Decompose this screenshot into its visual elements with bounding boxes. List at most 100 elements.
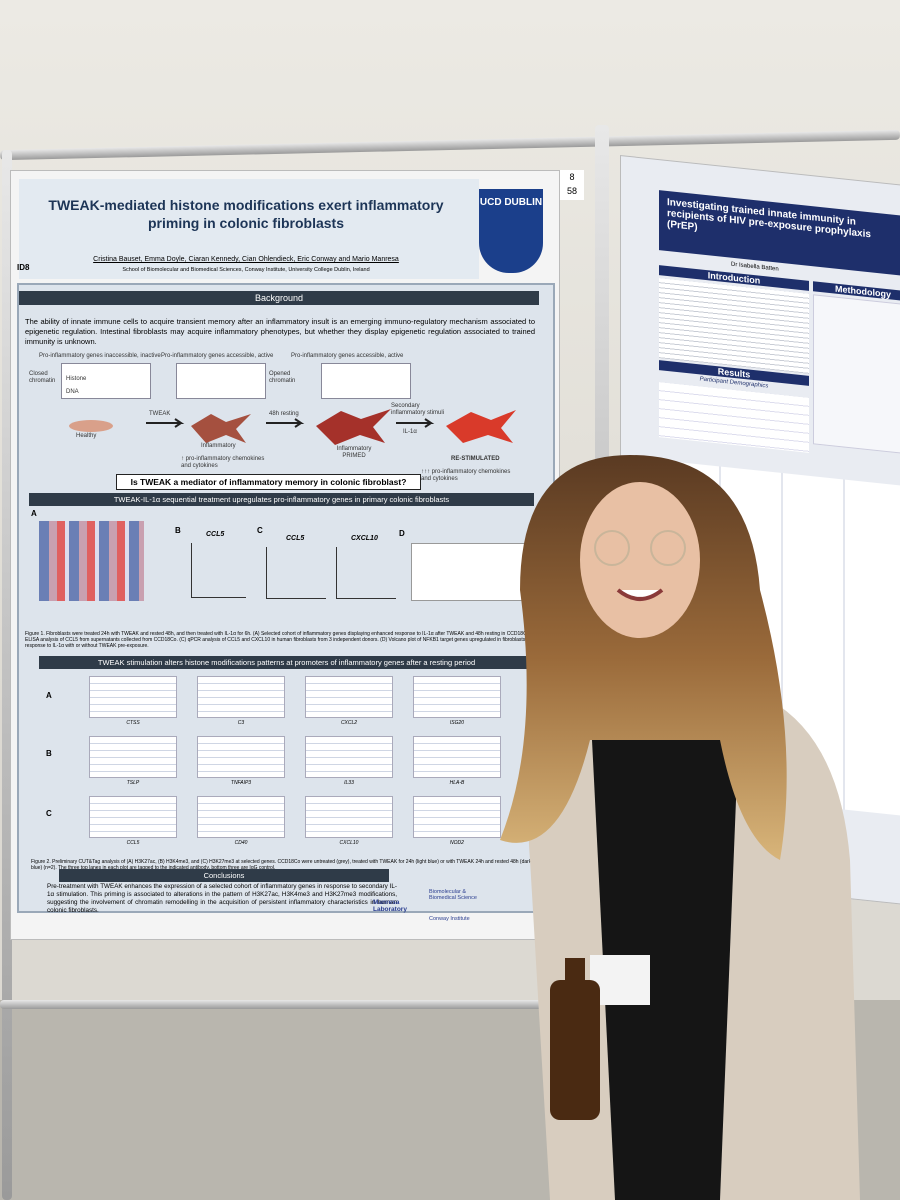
face: [580, 482, 700, 638]
gene-label: CCL5: [126, 840, 140, 846]
plot-frame: [266, 547, 326, 599]
poster-id: ID8: [17, 263, 30, 272]
track-plot: [89, 676, 177, 718]
cell: [316, 409, 391, 445]
chromatin-box: [176, 363, 266, 399]
top: [590, 700, 740, 1200]
arrow: [146, 418, 185, 428]
arrow: [396, 418, 435, 428]
diagram-label: Inflammatory: [201, 443, 236, 449]
institute-logo: Conway Institute: [429, 916, 470, 922]
glasses: [650, 530, 686, 566]
row-label: A: [46, 691, 52, 700]
plot-title: CXCL10: [351, 535, 378, 542]
track-plot: [89, 796, 177, 838]
track-plot: [197, 676, 285, 718]
panel-label: B: [175, 526, 181, 535]
diagram-label: Inflammatory PRIMED: [336, 446, 372, 459]
diagram-cells: [69, 409, 516, 445]
section-heading: Background: [19, 291, 539, 305]
gene-label: CXCL10: [339, 840, 359, 846]
authors: Cristina Bauset, Emma Doyle, Ciaran Kenn…: [93, 256, 399, 263]
diagram-label: Histone: [66, 376, 87, 382]
gene-label: ISG20: [449, 720, 465, 726]
board-number-bottom: 58: [566, 186, 577, 196]
background-text: The ability of innate immune cells to ac…: [25, 317, 535, 347]
diagram-label: 48h resting: [269, 411, 299, 417]
board-number-top: 8: [569, 172, 575, 182]
poster: TWEAK-mediated histone modifications exe…: [10, 170, 560, 940]
gene-label: HLA-B: [449, 780, 465, 786]
diagram-label: ↑ pro-inflammatory chemokines and cytoki…: [181, 456, 265, 469]
track-plot: [413, 736, 501, 778]
poster-header: [19, 179, 479, 279]
gene-label: CTSS: [126, 720, 140, 726]
person: [500, 455, 860, 1200]
panel-label: A: [31, 509, 37, 518]
gene-label: C3: [237, 720, 245, 726]
section-heading: Conclusions: [59, 869, 389, 882]
gene-label: TNFAIP3: [230, 780, 252, 786]
methods-figure: [813, 294, 900, 455]
track-plot: [413, 676, 501, 718]
track-plot: [197, 796, 285, 838]
section-heading: TWEAK-IL-1α sequential treatment upregul…: [29, 493, 534, 506]
chromatin-box: [61, 363, 151, 399]
diagram-label: ↑↑↑ pro-inflammatory chemokines and cyto…: [421, 469, 511, 482]
diagram-label: TWEAK: [149, 411, 171, 417]
panel-label: C: [257, 526, 263, 535]
diagram-label: IL-1α: [403, 429, 417, 435]
track-plot: [89, 736, 177, 778]
diagram-label: RE-STIMULATED: [451, 456, 500, 462]
arrow: [266, 418, 305, 428]
lab-logo: Manresa Laboratory: [373, 899, 407, 913]
diagram-label: Healthy: [76, 433, 97, 439]
diagram-label: Opened chromatin: [269, 371, 296, 384]
section-heading: TWEAK stimulation alters histone modific…: [39, 656, 534, 669]
poster-title: Investigating trained innate immunity in…: [659, 190, 900, 277]
diagram-label: Closed chromatin: [29, 371, 56, 384]
cell: [69, 420, 113, 432]
bottle-neck: [565, 958, 585, 988]
row-label: C: [46, 809, 52, 818]
heatmap: [39, 521, 144, 601]
gene-label: NOD2: [450, 840, 464, 846]
question: Is TWEAK a mediator of inflammatory memo…: [116, 474, 421, 490]
cell: [446, 410, 516, 443]
text-block: [659, 278, 809, 374]
plot-frame: [191, 543, 246, 598]
ucd-logo: UCD DUBLIN: [479, 189, 543, 273]
plot-title: CCL5: [286, 535, 305, 542]
panel-label: D: [399, 529, 405, 538]
track-plot: [305, 676, 393, 718]
authors: Dr Isabella Batten: [731, 261, 779, 273]
track-plot: [413, 796, 501, 838]
board-number: 8 58: [560, 170, 584, 200]
diagram-label: Pro-inflammatory genes accessible, activ…: [291, 353, 404, 359]
row-label: B: [46, 749, 52, 758]
gene-label: CXCL2: [340, 720, 358, 726]
school-logo: Biomolecular & Biomedical Science: [429, 889, 477, 901]
plot-frame: [336, 547, 396, 599]
diagram-label: DNA: [66, 389, 79, 395]
plot-title: CCL5: [206, 531, 225, 538]
track-plot: [305, 736, 393, 778]
volcano-plot: [411, 543, 529, 601]
bottle: [550, 980, 600, 1120]
conclusions-text: Pre-treatment with TWEAK enhances the ex…: [47, 883, 397, 914]
frame-bar: [0, 1000, 600, 1009]
gene-label: TSLP: [126, 780, 140, 786]
chromatin-box: [321, 363, 411, 399]
affiliation: School of Biomolecular and Biomedical Sc…: [122, 267, 370, 273]
gene-label: CD40: [234, 840, 248, 846]
track-plot: [305, 796, 393, 838]
figure-caption: Figure 1. Fibroblasts were treated 24h w…: [25, 631, 539, 649]
glasses: [594, 530, 630, 566]
cell: [191, 414, 251, 443]
hair: [500, 455, 787, 860]
figure-caption: Figure 2. Preliminary CUT&Tag analysis o…: [31, 859, 532, 871]
smile: [616, 588, 664, 601]
track-plot: [197, 736, 285, 778]
frame-post: [2, 150, 12, 1200]
